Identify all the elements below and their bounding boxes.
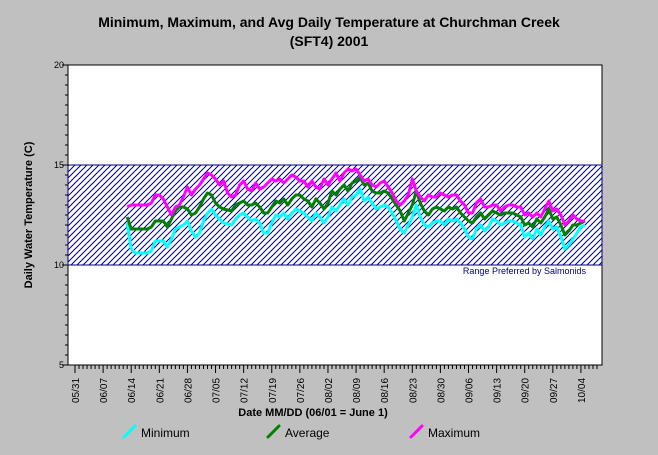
x-tick-label: 08/23 (408, 378, 419, 403)
x-tick-label: 08/30 (436, 378, 447, 403)
x-tick-label: 09/13 (493, 378, 504, 403)
x-tick-label: 06/14 (127, 378, 138, 403)
preferred-range-label: Range Preferred by Salmonids (463, 266, 587, 276)
x-tick-label: 09/20 (521, 378, 532, 403)
legend-label-average: Average (285, 426, 330, 440)
legend-marker-maximum (409, 424, 424, 439)
legend: Minimum Average Maximum (122, 424, 480, 440)
x-tick-label: 10/04 (577, 378, 588, 403)
legend-label-maximum: Maximum (428, 426, 480, 440)
preferred-range-band (67, 164, 603, 266)
y-tick-label: 15 (54, 160, 64, 170)
y-axis: 5 10 15 20 (54, 60, 68, 370)
y-tick-label: 5 (59, 360, 64, 370)
x-tick-label: 05/31 (71, 378, 82, 403)
x-tick-label: 06/28 (183, 378, 194, 403)
legend-marker-average (266, 424, 281, 439)
x-tick-label: 07/26 (296, 378, 307, 403)
series-line-minimum (125, 187, 586, 255)
x-tick-label: 06/21 (155, 378, 166, 403)
x-tick-label: 07/19 (268, 378, 279, 403)
x-tick-label: 08/09 (352, 378, 363, 403)
chart-title-line-1: Minimum, Maximum, and Avg Daily Temperat… (98, 14, 560, 30)
chart-title-line-2: (SFT4) 2001 (290, 33, 369, 49)
y-axis-label: Daily Water Temperature (C) (23, 141, 35, 288)
x-tick-label: 09/06 (465, 378, 476, 403)
x-tick-label: 07/05 (212, 378, 223, 403)
x-axis-label: Date MM/DD (06/01 = June 1) (238, 407, 388, 419)
x-tick-label: 08/02 (324, 378, 335, 403)
y-tick-label: 10 (54, 260, 64, 270)
series-line-average (125, 175, 586, 237)
legend-label-minimum: Minimum (141, 426, 190, 440)
series-lines (125, 167, 586, 255)
y-tick-label: 20 (54, 60, 64, 70)
series-line-maximum (126, 167, 585, 227)
x-tick-label: 06/07 (99, 378, 110, 403)
legend-marker-minimum (122, 424, 137, 439)
x-axis: 05/31 06/07 06/14 06/21 06/28 07/05 07/12 07/19… (71, 365, 598, 403)
x-tick-label: 09/27 (549, 378, 560, 403)
x-tick-label: 08/16 (380, 378, 391, 403)
x-tick-label: 07/12 (240, 378, 251, 403)
